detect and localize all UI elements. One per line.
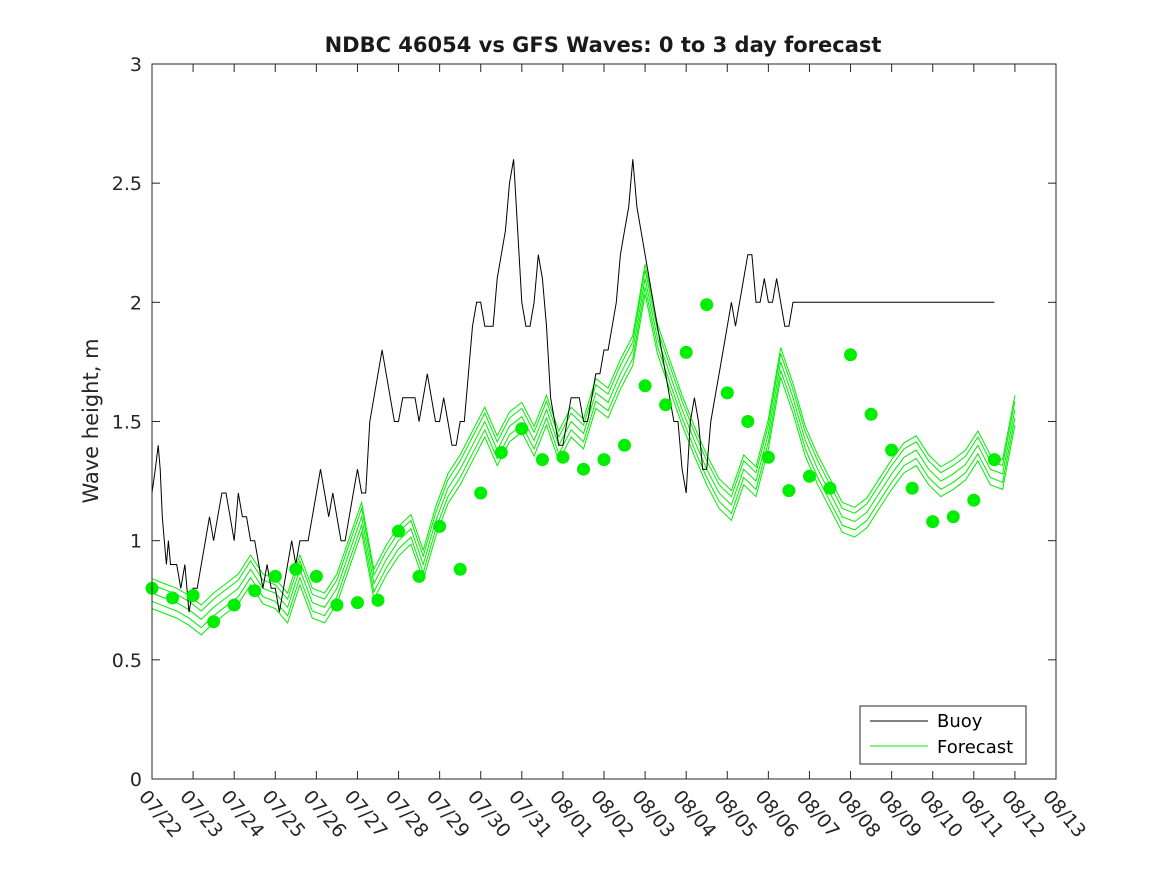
y-tick-label: 0 <box>130 769 142 791</box>
y-tick-label: 0.5 <box>112 650 142 672</box>
legend-buoy-label: Buoy <box>937 711 983 732</box>
forecast-marker <box>741 415 755 428</box>
y-tick-label: 2.5 <box>112 173 142 195</box>
x-tick-label: 07/28 <box>381 786 433 842</box>
x-tick-label: 08/05 <box>709 786 761 842</box>
forecast-marker <box>494 446 508 459</box>
x-tick-label: 07/26 <box>299 786 351 842</box>
forecast-marker <box>885 443 899 457</box>
forecast-marker <box>207 615 221 629</box>
forecast-marker <box>515 422 529 436</box>
x-tick-label: 08/04 <box>668 786 720 842</box>
x-tick-label: 08/06 <box>751 786 803 842</box>
forecast-marker <box>330 598 344 612</box>
x-tick-label: 08/12 <box>997 786 1049 842</box>
x-tick-label: 08/08 <box>833 786 885 842</box>
forecast-marker <box>987 453 1001 467</box>
forecast-marker <box>577 462 590 476</box>
forecast-marker <box>679 345 693 359</box>
x-tick-label: 07/29 <box>422 786 474 842</box>
plot-area <box>152 64 1056 779</box>
forecast-marker <box>659 398 673 412</box>
forecast-marker <box>268 569 282 583</box>
chart-title: NDBC 46054 vs GFS Waves: 0 to 3 day fore… <box>325 33 882 57</box>
forecast-marker <box>864 407 878 421</box>
x-tick-label: 07/31 <box>504 786 556 842</box>
x-tick-label: 07/30 <box>463 786 515 842</box>
x-tick-label: 08/03 <box>627 786 679 842</box>
forecast-marker <box>412 569 426 583</box>
y-tick-label: 2 <box>130 292 142 314</box>
y-tick-label: 1 <box>130 531 142 553</box>
legend-box <box>859 705 1027 765</box>
x-tick-label: 08/07 <box>792 786 844 842</box>
forecast-marker <box>823 481 837 495</box>
x-tick-label: 08/10 <box>915 786 967 842</box>
forecast-marker <box>761 450 775 464</box>
series-layer <box>145 159 1016 636</box>
forecast-marker <box>371 593 385 607</box>
forecast-marker <box>433 519 447 533</box>
forecast-marker <box>618 438 631 452</box>
forecast-marker <box>392 524 405 538</box>
x-tick-label: 07/25 <box>257 786 309 842</box>
forecast-marker <box>227 598 241 612</box>
legend-forecast-label: Forecast <box>937 737 1013 758</box>
x-tick-label: 08/11 <box>956 786 1008 842</box>
x-tick-label: 07/24 <box>216 786 268 842</box>
forecast-marker <box>351 596 364 610</box>
forecast-marker <box>720 386 734 400</box>
forecast-marker <box>474 486 488 500</box>
forecast-marker <box>453 562 467 576</box>
y-axis-label: Wave height, m <box>79 338 103 503</box>
forecast-ensemble-line-1 <box>151 286 1016 629</box>
forecast-marker <box>946 510 960 524</box>
x-tick-label: 08/01 <box>545 786 597 842</box>
forecast-marker <box>905 481 919 495</box>
x-tick-label: 08/13 <box>1038 786 1090 842</box>
forecast-marker <box>782 484 796 498</box>
forecast-marker <box>248 584 262 598</box>
buoy-series-line <box>151 159 995 613</box>
y-tick-label: 3 <box>130 54 142 76</box>
forecast-marker <box>638 379 652 393</box>
x-tick-label: 08/02 <box>586 786 638 842</box>
forecast-marker <box>967 493 981 507</box>
forecast-marker <box>289 562 303 576</box>
forecast-marker <box>535 453 549 467</box>
forecast-marker <box>597 453 611 467</box>
forecast-marker <box>700 298 714 312</box>
forecast-marker <box>844 348 857 362</box>
x-tick-label: 07/22 <box>134 786 186 842</box>
forecast-marker <box>186 589 200 602</box>
forecast-marker <box>166 591 179 605</box>
forecast-ensemble-line-3 <box>151 293 1016 636</box>
forecast-marker <box>556 450 570 464</box>
forecast-marker <box>926 515 940 529</box>
legend: Buoy Forecast <box>859 705 1027 765</box>
x-tick-label: 07/27 <box>340 786 392 842</box>
forecast-series-line <box>151 278 1016 620</box>
forecast-marker <box>309 569 323 583</box>
x-tick-label: 08/09 <box>874 786 926 842</box>
y-tick-label: 1.5 <box>112 412 142 434</box>
forecast-marker <box>803 469 816 483</box>
x-tick-label: 07/23 <box>175 786 227 842</box>
